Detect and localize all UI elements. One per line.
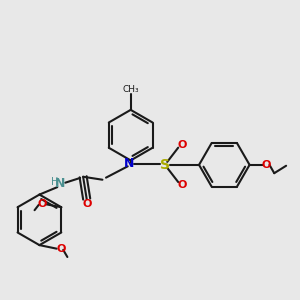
Text: H: H	[51, 177, 58, 187]
Text: N: N	[124, 157, 134, 170]
Text: O: O	[262, 160, 271, 170]
Text: N: N	[55, 177, 65, 190]
Text: O: O	[56, 244, 65, 254]
Text: O: O	[178, 140, 187, 150]
Text: CH₃: CH₃	[122, 85, 139, 94]
Text: S: S	[160, 158, 170, 172]
Text: O: O	[37, 199, 46, 209]
Text: O: O	[82, 199, 92, 209]
Text: O: O	[178, 180, 187, 190]
